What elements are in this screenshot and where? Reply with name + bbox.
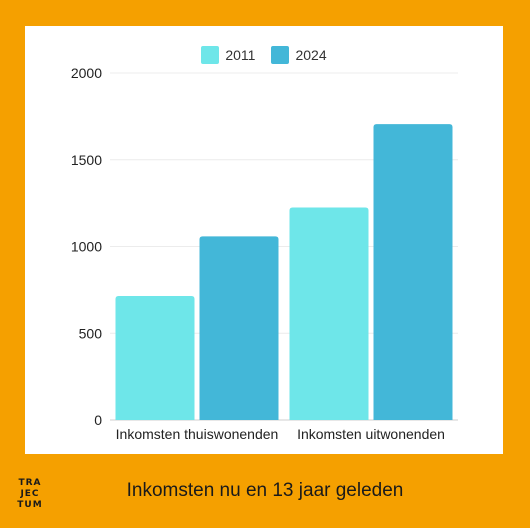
y-tick-label-500: 500 xyxy=(79,325,103,341)
logo-line-3: TUM xyxy=(17,500,43,510)
bar-2024-2 xyxy=(373,124,453,421)
y-tick-label-2000: 2000 xyxy=(71,65,102,81)
y-tick-label-1000: 1000 xyxy=(71,239,102,255)
legend-swatch-2011 xyxy=(201,46,220,64)
legend-item-2011[interactable]: 2011 xyxy=(201,46,255,64)
legend-swatch-2024 xyxy=(271,46,290,64)
chart-card: 2011 2024 0 500 1000 1500 2000 Inkomsten thui… xyxy=(25,26,503,454)
bar-2011-1 xyxy=(115,295,195,420)
trajectum-logo: TRA JEC TUM xyxy=(13,478,47,516)
logo-line-2: JEC xyxy=(20,489,40,499)
legend-label-2011: 2011 xyxy=(225,47,256,63)
y-tick-label-1500: 1500 xyxy=(71,152,102,168)
logo-line-1: TRA xyxy=(18,478,42,488)
bar-chart: 0 500 1000 1500 2000 Inkomsten thuiswonenden I… xyxy=(71,65,458,442)
bar-2011-2 xyxy=(289,207,369,420)
legend-label-2024: 2024 xyxy=(295,47,327,63)
chart-legend: 2011 2024 xyxy=(25,46,503,64)
legend-item-2024[interactable]: 2024 xyxy=(271,46,327,64)
footer-title: Inkomsten nu en 13 jaar geleden xyxy=(126,480,404,501)
bar-2024-1 xyxy=(199,236,279,420)
y-tick-label-0: 0 xyxy=(94,412,102,428)
x-tick-label-2: Inkomsten uitwonenden xyxy=(297,426,445,442)
x-tick-label-1: Inkomsten thuiswonenden xyxy=(116,426,279,442)
